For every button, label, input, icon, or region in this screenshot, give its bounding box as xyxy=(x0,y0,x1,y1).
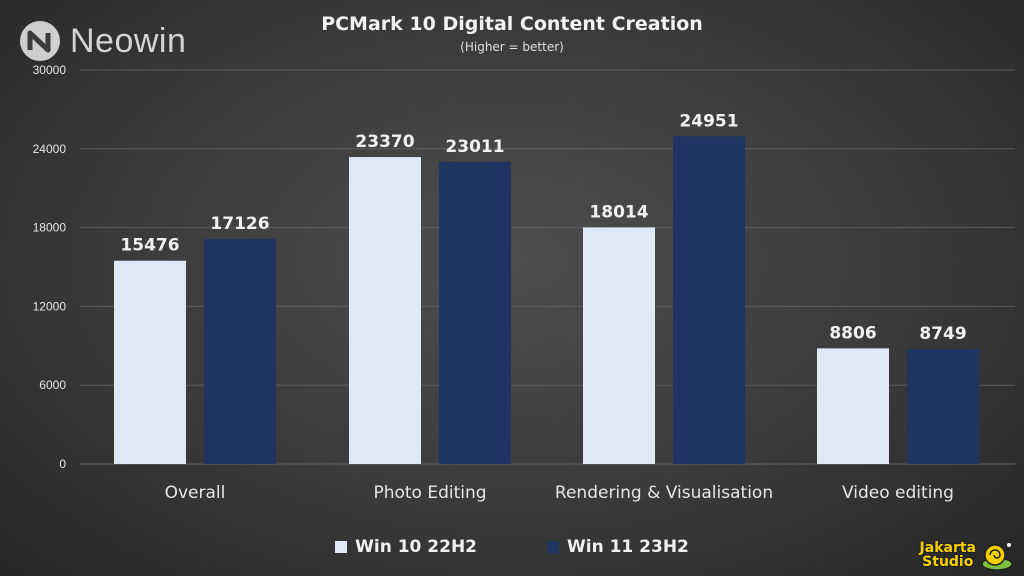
legend-label: Win 10 22H2 xyxy=(355,537,477,557)
neowin-logo-icon xyxy=(20,21,60,61)
legend-item-series-1: Win 10 22H2 xyxy=(335,537,477,557)
data-label: 17126 xyxy=(210,214,269,234)
legend: Win 10 22H2 Win 11 23H2 xyxy=(0,537,1024,557)
y-tick-label: 6000 xyxy=(39,378,66,392)
bar-win10 xyxy=(114,260,186,464)
bar-win11 xyxy=(907,349,979,464)
legend-label: Win 11 23H2 xyxy=(567,537,689,557)
data-label: 15476 xyxy=(120,236,179,256)
watermark-text: Jakarta Studio xyxy=(920,541,976,569)
chart-title: PCMark 10 Digital Content Creation xyxy=(321,13,703,35)
bar-win11 xyxy=(673,136,745,465)
y-tick-label: 18000 xyxy=(33,221,67,235)
legend-swatch xyxy=(335,541,348,553)
watermark-line2: Studio xyxy=(922,554,974,570)
x-tick-label: Video editing xyxy=(842,483,954,503)
x-tick-label: Photo Editing xyxy=(373,483,486,503)
neowin-logo-text: Neowin xyxy=(70,21,187,60)
data-label: 8806 xyxy=(829,323,876,343)
data-label: 18014 xyxy=(589,202,648,222)
data-label: 23011 xyxy=(445,137,504,157)
y-tick-label: 12000 xyxy=(33,299,67,313)
y-tick-label: 24000 xyxy=(33,142,67,156)
legend-swatch xyxy=(547,541,559,553)
watermark-line1: Jakarta xyxy=(919,540,976,556)
y-tick-label: 30000 xyxy=(33,63,67,77)
data-label: 24951 xyxy=(679,111,738,131)
legend-item-series-2: Win 11 23H2 xyxy=(547,537,689,557)
bar-win11 xyxy=(439,161,511,464)
y-tick-label: 0 xyxy=(59,457,66,471)
snail-mascot-icon xyxy=(981,542,1013,571)
data-label: 23370 xyxy=(355,132,414,152)
bar-win11 xyxy=(204,239,276,464)
x-tick-label: Rendering & Visualisation xyxy=(555,483,773,503)
bar-win10 xyxy=(583,227,655,464)
bar-win10 xyxy=(349,157,421,464)
chart-subtitle: (Higher = better) xyxy=(460,40,564,54)
data-label: 8749 xyxy=(919,324,966,344)
jakarta-studio-watermark: Jakarta Studio xyxy=(920,538,1014,572)
x-tick-label: Overall xyxy=(165,483,226,503)
bar-win10 xyxy=(817,348,889,464)
neowin-logo: Neowin xyxy=(18,18,186,64)
